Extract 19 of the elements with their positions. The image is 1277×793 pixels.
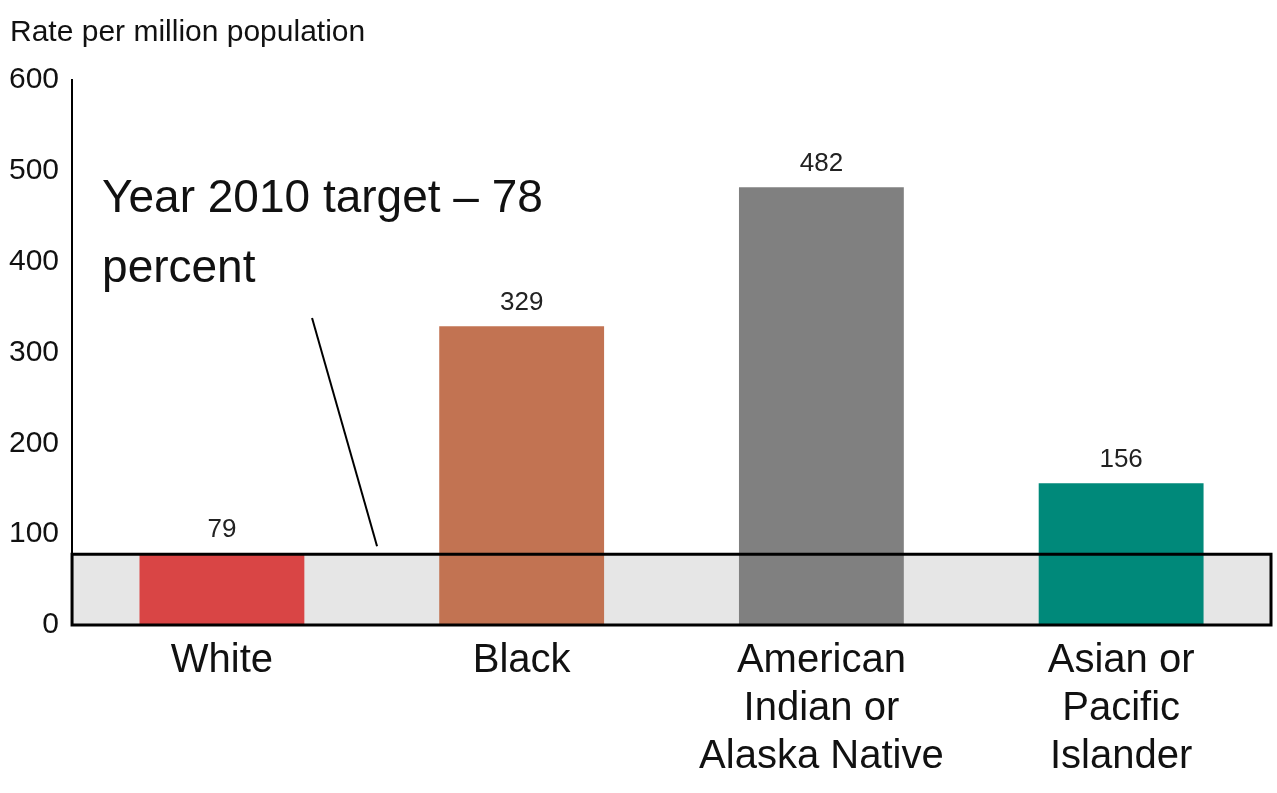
y-tick-label: 0 (42, 606, 60, 640)
y-tick-label: 300 (8, 333, 60, 367)
y-tick-label: 500 (8, 152, 60, 186)
bar (439, 326, 605, 625)
bar (1038, 483, 1204, 625)
x-tick-label: Asian or Pacific Islander (1047, 636, 1195, 777)
x-tick-label: Black (472, 636, 572, 681)
x-tick-label: White (170, 636, 274, 681)
y-tick-label: 600 (8, 61, 60, 95)
bar (139, 553, 305, 625)
data-label: 79 (207, 513, 237, 544)
y-axis-title: Rate per million population (10, 14, 366, 48)
data-label: 156 (1099, 443, 1143, 474)
y-tick-label: 200 (8, 424, 60, 458)
data-label: 482 (799, 147, 844, 178)
y-tick-label: 400 (8, 242, 60, 276)
bar (738, 187, 904, 625)
y-tick-label: 100 (8, 515, 60, 549)
x-tick-label: American Indian or Alaska Native (699, 636, 944, 777)
